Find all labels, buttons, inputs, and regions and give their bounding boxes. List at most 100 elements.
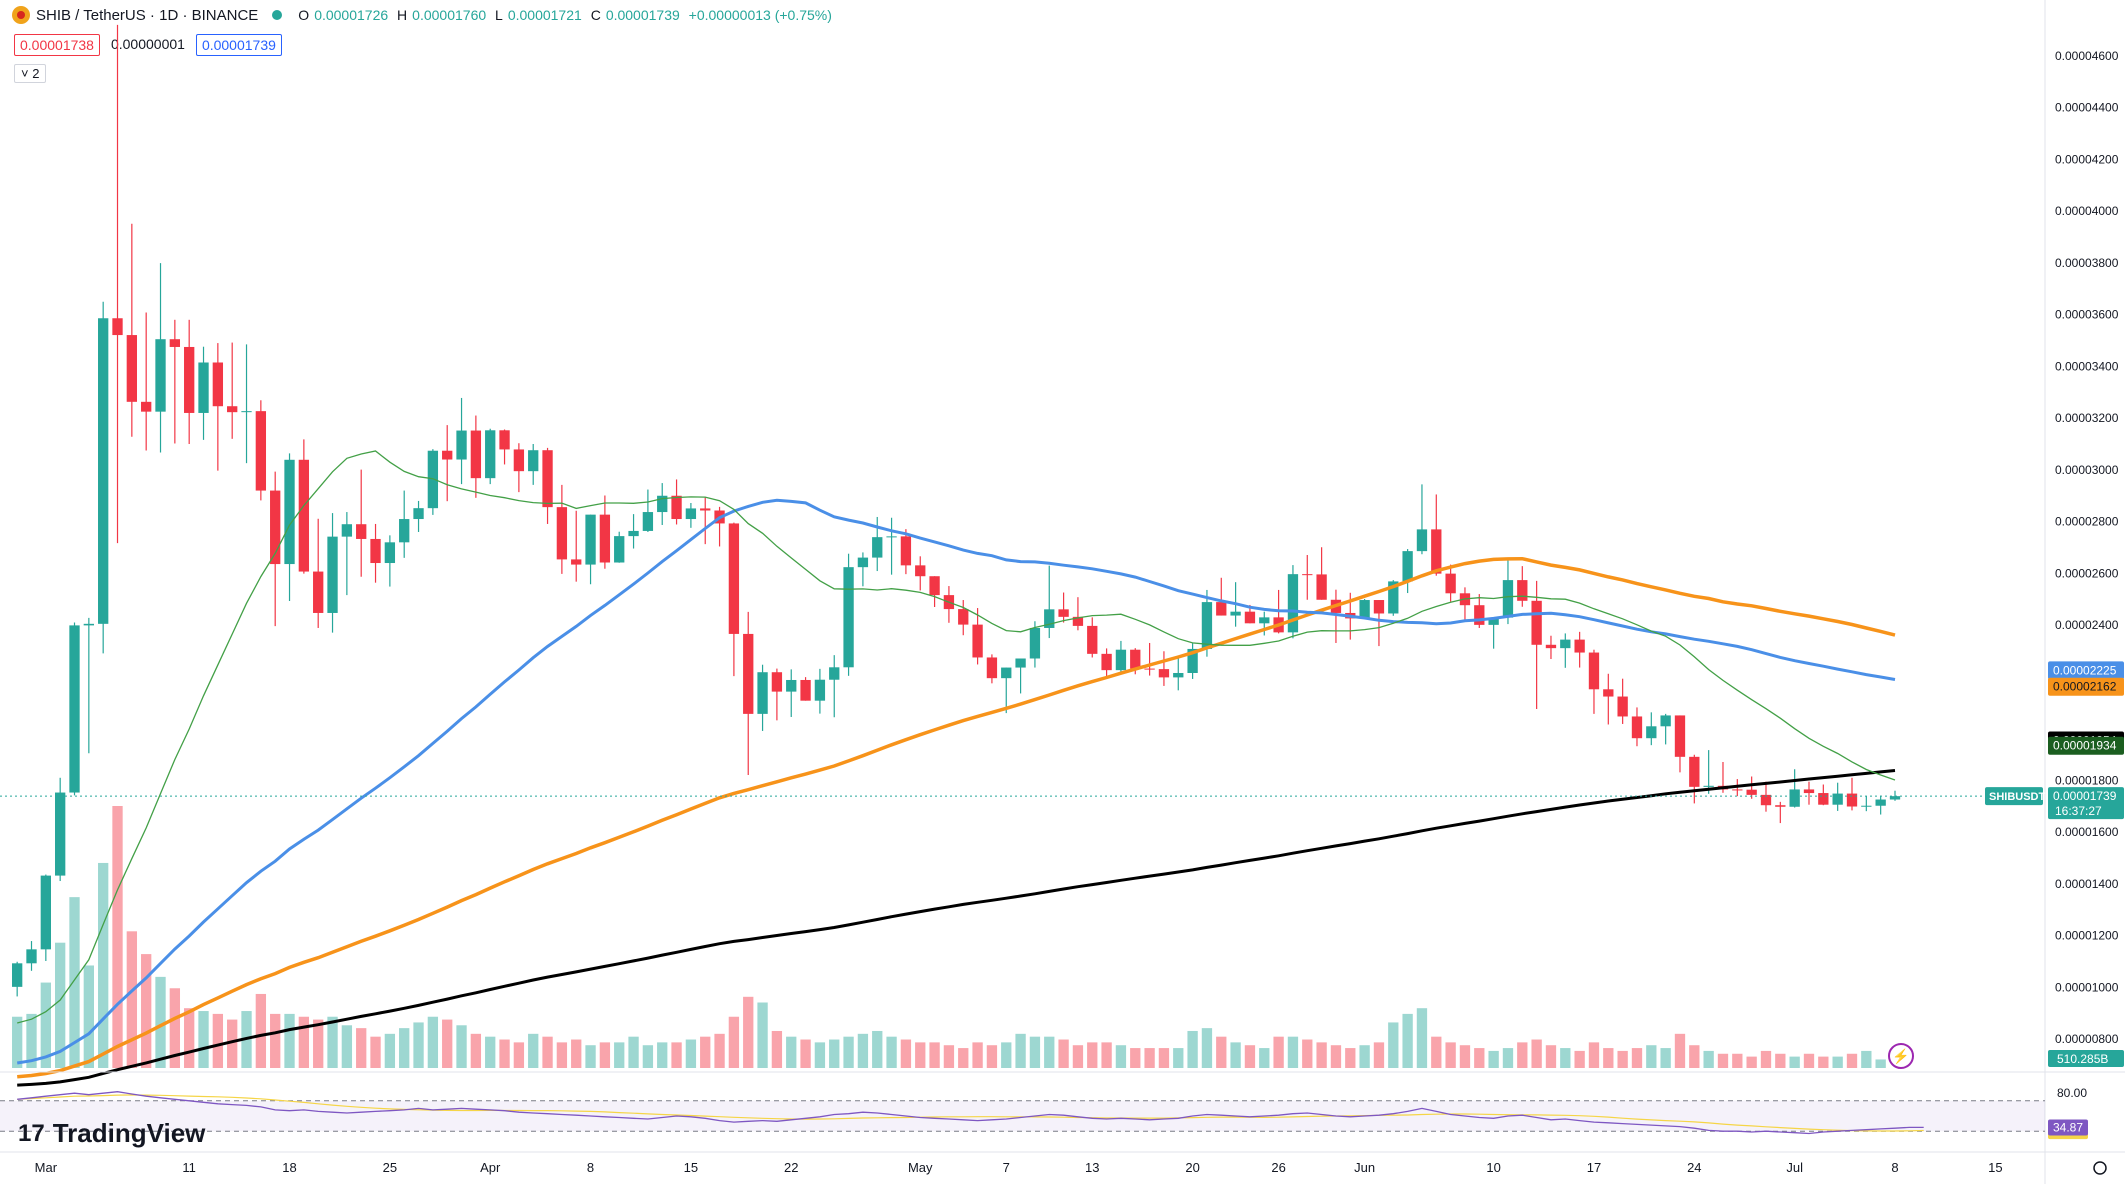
candle[interactable] bbox=[1445, 573, 1456, 594]
candle[interactable] bbox=[169, 339, 181, 347]
candle[interactable] bbox=[1818, 793, 1829, 805]
candle[interactable] bbox=[1832, 793, 1843, 805]
candle[interactable] bbox=[456, 430, 467, 460]
candle[interactable] bbox=[40, 875, 51, 950]
sell-button[interactable]: 0.00001738 bbox=[14, 34, 100, 56]
buy-button[interactable]: 0.00001739 bbox=[195, 34, 282, 56]
candle[interactable] bbox=[556, 507, 568, 560]
candle[interactable] bbox=[1287, 574, 1299, 633]
candle[interactable] bbox=[1373, 600, 1385, 614]
candle[interactable] bbox=[98, 318, 109, 624]
candle[interactable] bbox=[413, 508, 424, 520]
candle[interactable] bbox=[1646, 726, 1657, 739]
candle[interactable] bbox=[1144, 668, 1155, 670]
candle[interactable] bbox=[212, 362, 224, 407]
candle[interactable] bbox=[327, 536, 338, 613]
candle[interactable] bbox=[399, 519, 410, 543]
candle[interactable] bbox=[1775, 805, 1786, 807]
candle[interactable] bbox=[112, 318, 123, 336]
candle[interactable] bbox=[313, 571, 324, 613]
candle[interactable] bbox=[958, 609, 969, 625]
candle[interactable] bbox=[800, 679, 811, 701]
candle[interactable] bbox=[1416, 529, 1428, 552]
candle[interactable] bbox=[198, 362, 209, 413]
candle[interactable] bbox=[1015, 658, 1026, 668]
candle[interactable] bbox=[141, 401, 152, 412]
candle[interactable] bbox=[341, 524, 353, 537]
candle[interactable] bbox=[528, 450, 539, 472]
candle[interactable] bbox=[1703, 785, 1714, 787]
candle[interactable] bbox=[900, 536, 912, 566]
candle[interactable] bbox=[1746, 789, 1757, 795]
candle[interactable] bbox=[585, 514, 596, 565]
candle[interactable] bbox=[915, 565, 926, 577]
candle[interactable] bbox=[1173, 672, 1184, 678]
candle[interactable] bbox=[1574, 639, 1585, 653]
candle[interactable] bbox=[470, 430, 482, 479]
candle[interactable] bbox=[728, 523, 740, 634]
candle[interactable] bbox=[786, 679, 797, 692]
candle[interactable] bbox=[227, 406, 238, 413]
candle[interactable] bbox=[1259, 617, 1270, 624]
candle[interactable] bbox=[1875, 799, 1886, 806]
candle[interactable] bbox=[1889, 796, 1901, 800]
candle[interactable] bbox=[1216, 602, 1227, 616]
candle[interactable] bbox=[1603, 689, 1614, 697]
candle[interactable] bbox=[843, 567, 854, 668]
candle[interactable] bbox=[743, 633, 754, 714]
candle[interactable] bbox=[685, 508, 697, 520]
candle[interactable] bbox=[886, 536, 897, 538]
candle[interactable] bbox=[1474, 605, 1485, 625]
candle[interactable] bbox=[1560, 639, 1571, 649]
candle[interactable] bbox=[1058, 609, 1069, 617]
candle[interactable] bbox=[642, 512, 654, 531]
candle[interactable] bbox=[599, 514, 611, 563]
candle[interactable] bbox=[1488, 617, 1499, 625]
candle[interactable] bbox=[499, 430, 510, 450]
candle[interactable] bbox=[241, 411, 252, 413]
candle[interactable] bbox=[614, 536, 625, 563]
candle[interactable] bbox=[986, 657, 998, 679]
candle[interactable] bbox=[657, 495, 668, 513]
candle[interactable] bbox=[69, 625, 80, 793]
candle[interactable] bbox=[298, 459, 310, 572]
candle[interactable] bbox=[356, 524, 367, 539]
symbol-title[interactable]: SHIB / TetherUS · 1D · BINANCE bbox=[36, 6, 259, 24]
candle[interactable] bbox=[1302, 574, 1313, 576]
candle[interactable] bbox=[700, 508, 711, 511]
candle[interactable] bbox=[1244, 611, 1256, 624]
candle[interactable] bbox=[83, 623, 95, 626]
settings-gear-icon[interactable] bbox=[2093, 1161, 2107, 1175]
candle[interactable] bbox=[857, 557, 869, 568]
candle[interactable] bbox=[872, 537, 883, 558]
candle[interactable] bbox=[814, 679, 826, 701]
candle[interactable] bbox=[427, 450, 439, 509]
candle[interactable] bbox=[1388, 581, 1399, 614]
candle[interactable] bbox=[1431, 529, 1442, 574]
candle[interactable] bbox=[1072, 616, 1084, 626]
candle[interactable] bbox=[571, 559, 582, 565]
candle[interactable] bbox=[1617, 696, 1628, 717]
candle[interactable] bbox=[1402, 551, 1413, 582]
candle[interactable] bbox=[771, 672, 783, 692]
candle[interactable] bbox=[485, 430, 496, 479]
candle[interactable] bbox=[628, 530, 639, 537]
candle[interactable] bbox=[1502, 580, 1514, 618]
candle[interactable] bbox=[384, 542, 396, 564]
candle[interactable] bbox=[542, 450, 553, 508]
candle[interactable] bbox=[1359, 600, 1370, 619]
candle[interactable] bbox=[1517, 580, 1528, 601]
candle[interactable] bbox=[12, 963, 23, 987]
candle[interactable] bbox=[972, 624, 983, 658]
candle[interactable] bbox=[829, 667, 840, 680]
candle[interactable] bbox=[1130, 649, 1141, 669]
candle[interactable] bbox=[284, 459, 295, 565]
candle[interactable] bbox=[929, 576, 940, 596]
candle[interactable] bbox=[26, 949, 37, 964]
candle[interactable] bbox=[442, 450, 453, 460]
indicators-collapse-button[interactable]: ˅ 2 bbox=[14, 64, 47, 83]
candle[interactable] bbox=[1115, 649, 1127, 671]
candle[interactable] bbox=[1631, 716, 1643, 739]
candle[interactable] bbox=[1588, 652, 1600, 690]
